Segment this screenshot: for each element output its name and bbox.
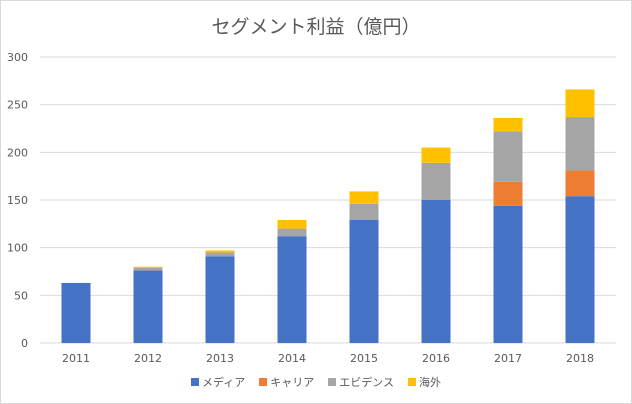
x-tick-label: 2012: [134, 352, 162, 365]
bar-2018-series-2: [565, 117, 595, 171]
bar-2016-series-3: [421, 147, 451, 163]
legend-item: キャリア: [259, 374, 314, 390]
legend: メディア キャリア エビデンス 海外: [0, 374, 632, 390]
x-tick-label: 2015: [350, 352, 378, 365]
bar-2017-series-2: [493, 131, 523, 182]
bars: [61, 89, 595, 343]
bar-2018-series-1: [565, 170, 595, 197]
legend-swatch: [259, 378, 268, 386]
chart-title: セグメント利益（億円）: [211, 16, 421, 38]
bar-2018-series-0: [565, 196, 595, 343]
x-tick-label: 2013: [206, 352, 234, 365]
legend-item: メディア: [190, 374, 246, 390]
bar-2013-series-2: [205, 252, 235, 257]
x-tick-label: 2018: [566, 352, 594, 365]
bar-2012-series-3: [133, 266, 163, 268]
y-tick-label: 150: [7, 194, 28, 207]
x-tick-label: 2011: [62, 352, 90, 365]
bar-2018-series-3: [565, 89, 595, 118]
legend-label: エビデンス: [339, 376, 394, 389]
legend-label: 海外: [419, 376, 441, 389]
x-tick-label: 2014: [278, 352, 306, 365]
legend-swatch: [328, 378, 337, 386]
bar-2017-series-0: [493, 205, 523, 343]
x-tick-label: 2016: [422, 352, 450, 365]
bar-2014-series-3: [277, 220, 307, 229]
y-tick-label: 100: [7, 242, 28, 255]
bar-2017-series-1: [493, 181, 523, 206]
legend-label: メディア: [201, 376, 246, 389]
bar-2012-series-0: [133, 270, 163, 343]
bar-2017-series-3: [493, 118, 523, 132]
y-tick-label: 250: [7, 99, 28, 112]
legend-item: 海外: [408, 374, 441, 390]
y-tick-label: 300: [7, 51, 28, 64]
bar-2013-series-3: [205, 250, 235, 253]
y-tick-label: 200: [7, 146, 28, 159]
bar-2015-series-3: [349, 191, 379, 204]
bar-2012-series-2: [133, 267, 163, 271]
bar-2015-series-2: [349, 203, 379, 221]
bar-2014-series-2: [277, 228, 307, 237]
bar-2015-series-0: [349, 220, 379, 343]
legend-label: キャリア: [270, 376, 315, 389]
x-tick-label: 2017: [494, 352, 522, 365]
y-tick-label: 0: [21, 337, 28, 350]
bar-2016-series-0: [421, 200, 451, 343]
legend-swatch: [190, 378, 199, 386]
y-axis-tick-labels: 0 50 100 150 200 250 300: [7, 51, 28, 350]
gridlines: [40, 56, 616, 344]
legend-item: エビデンス: [328, 374, 394, 390]
legend-swatch: [408, 378, 416, 386]
bar-2014-series-0: [277, 236, 307, 343]
bar-2016-series-2: [421, 162, 451, 200]
bar-2013-series-0: [205, 256, 235, 343]
y-tick-label: 50: [14, 289, 28, 302]
bar-2011-series-0: [61, 282, 91, 343]
x-axis-tick-labels: 2011 2012 2013 2014 2015 2016 2017 2018: [62, 352, 594, 365]
